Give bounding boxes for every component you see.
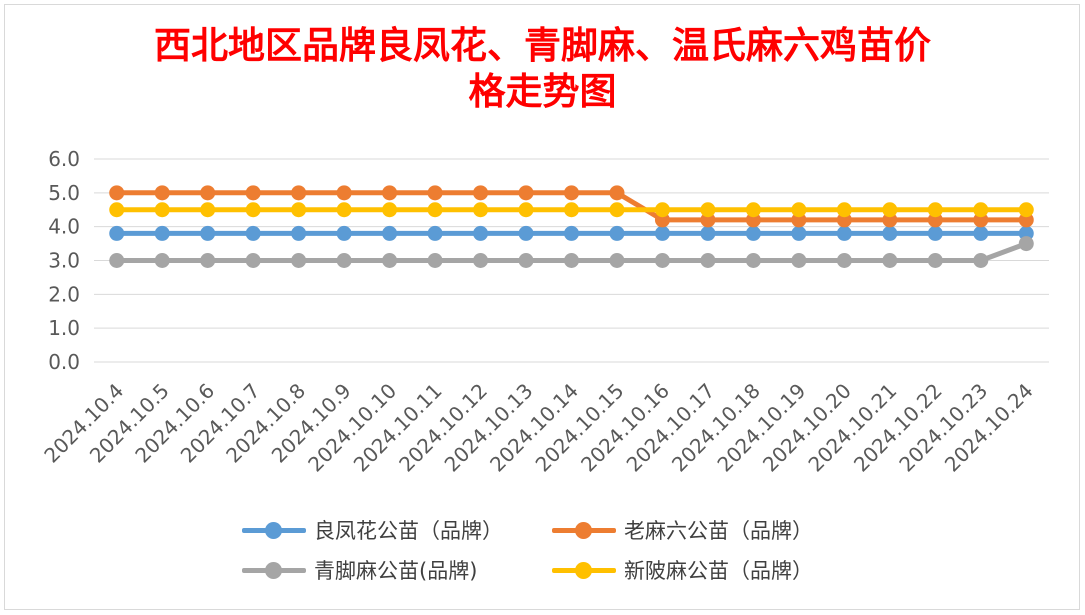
data-point-series-1 (200, 225, 216, 241)
data-point-series-2 (564, 185, 579, 201)
data-point-series-3 (518, 253, 534, 268)
y-tick-label: 0.0 (48, 350, 80, 374)
data-point-series-2 (609, 185, 625, 201)
data-point-series-4 (882, 202, 898, 218)
data-point-series-3 (109, 253, 125, 268)
data-point-series-3 (836, 253, 852, 268)
data-point-series-3 (1018, 236, 1034, 252)
y-tick-label: 6.0 (48, 147, 80, 171)
data-point-series-3 (700, 253, 716, 268)
data-point-series-1 (745, 225, 761, 241)
data-point-series-3 (291, 253, 307, 268)
data-point-series-1 (973, 225, 989, 241)
data-point-series-4 (791, 202, 807, 218)
data-point-series-1 (154, 225, 170, 241)
chart-title-line-2: 格走势图 (468, 69, 617, 113)
legend-item-series-2: 老麻六公苗（品牌） (550, 512, 813, 548)
legend-label-series-1: 良凤花公苗（品牌） (314, 519, 503, 543)
data-point-series-4 (518, 202, 534, 218)
data-point-series-4 (109, 202, 125, 218)
data-point-series-3 (745, 253, 761, 268)
legend-label-series-3: 青脚麻公苗(品牌) (314, 559, 478, 583)
data-point-series-1 (473, 225, 489, 241)
data-point-series-4 (382, 202, 398, 218)
data-point-series-1 (382, 225, 398, 241)
data-point-series-4 (1018, 202, 1034, 218)
data-point-series-4 (336, 202, 352, 218)
data-point-series-3 (609, 253, 625, 268)
legend-label-series-2: 老麻六公苗（品牌） (624, 519, 813, 543)
data-point-series-3 (336, 253, 352, 268)
data-point-series-2 (518, 185, 534, 201)
data-point-series-3 (245, 253, 261, 268)
data-point-series-1 (291, 225, 307, 241)
y-tick-label: 2.0 (48, 282, 80, 306)
data-point-series-4 (427, 202, 443, 218)
data-point-series-1 (882, 225, 898, 241)
data-point-series-4 (200, 202, 216, 218)
legend-item-series-1: 良凤花公苗（品牌） (240, 512, 503, 548)
data-point-series-3 (791, 253, 807, 268)
data-point-series-2 (245, 185, 261, 201)
data-point-series-3 (882, 253, 898, 268)
data-point-series-3 (427, 253, 443, 268)
data-point-series-2 (291, 185, 307, 201)
data-point-series-3 (382, 253, 398, 268)
legend-marker-series-4 (550, 552, 618, 588)
legend-marker-series-2 (550, 512, 618, 548)
data-point-series-4 (245, 202, 261, 218)
data-point-series-1 (336, 225, 352, 241)
chart-area (4, 4, 1080, 610)
data-point-series-3 (564, 253, 579, 268)
legend-label-series-4: 新陂麻公苗（品牌） (624, 559, 813, 583)
data-point-series-1 (245, 225, 261, 241)
data-point-series-1 (609, 225, 625, 241)
y-tick-label: 5.0 (48, 181, 80, 205)
data-point-series-1 (109, 225, 125, 241)
data-point-series-2 (109, 185, 125, 201)
data-point-series-1 (927, 225, 943, 241)
legend-marker-series-1 (240, 512, 308, 548)
data-point-series-3 (473, 253, 489, 268)
data-point-series-4 (836, 202, 852, 218)
legend-item-series-3: 青脚麻公苗(品牌) (240, 552, 477, 588)
legend: 良凤花公苗（品牌） 老麻六公苗（品牌） 青脚麻公苗(品牌) 新陂麻公苗（品牌） (240, 512, 860, 592)
data-point-series-4 (700, 202, 716, 218)
data-point-series-2 (154, 185, 170, 201)
data-point-series-2 (336, 185, 352, 201)
y-tick-label: 3.0 (48, 249, 80, 273)
data-point-series-2 (200, 185, 216, 201)
chart-title: 西北地区品牌良凤花、青脚麻、温氏麻六鸡苗价 格走势图 (0, 22, 1085, 114)
legend-item-series-4: 新陂麻公苗（品牌） (550, 552, 813, 588)
data-point-series-2 (473, 185, 489, 201)
data-point-series-1 (791, 225, 807, 241)
data-point-series-4 (473, 202, 489, 218)
data-point-series-3 (154, 253, 170, 268)
data-point-series-4 (927, 202, 943, 218)
data-point-series-1 (654, 225, 670, 241)
data-point-series-3 (200, 253, 216, 268)
y-tick-label: 4.0 (48, 215, 80, 239)
data-point-series-1 (836, 225, 852, 241)
data-point-series-3 (654, 253, 670, 268)
data-point-series-2 (427, 185, 443, 201)
data-point-series-3 (973, 253, 989, 268)
data-point-series-4 (609, 202, 625, 218)
data-point-series-3 (927, 253, 943, 268)
data-point-series-4 (291, 202, 307, 218)
data-point-series-4 (745, 202, 761, 218)
y-tick-label: 1.0 (48, 316, 80, 340)
data-point-series-1 (700, 225, 716, 241)
data-point-series-4 (973, 202, 989, 218)
data-point-series-1 (564, 225, 579, 241)
data-point-series-2 (382, 185, 398, 201)
data-point-series-4 (154, 202, 170, 218)
legend-marker-series-3 (240, 552, 308, 588)
data-point-series-1 (427, 225, 443, 241)
data-point-series-4 (564, 202, 579, 218)
chart-title-line-1: 西北地区品牌良凤花、青脚麻、温氏麻六鸡苗价 (154, 23, 931, 67)
data-point-series-1 (518, 225, 534, 241)
data-point-series-4 (654, 202, 670, 218)
